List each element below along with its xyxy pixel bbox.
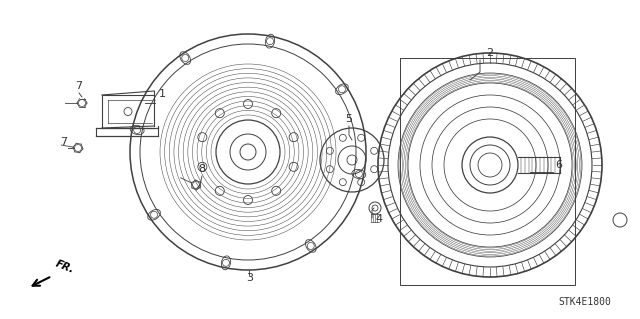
Text: 6: 6 <box>555 160 562 170</box>
Text: 7: 7 <box>75 81 82 91</box>
Text: STK4E1800: STK4E1800 <box>558 297 611 307</box>
Text: 2: 2 <box>486 48 493 58</box>
Text: 3: 3 <box>246 273 253 283</box>
Text: 1: 1 <box>159 89 166 99</box>
Text: 8: 8 <box>198 164 205 174</box>
Text: 7: 7 <box>60 137 67 147</box>
Text: 4: 4 <box>375 214 382 224</box>
Text: FR.: FR. <box>54 258 76 275</box>
Text: 5: 5 <box>345 114 352 124</box>
